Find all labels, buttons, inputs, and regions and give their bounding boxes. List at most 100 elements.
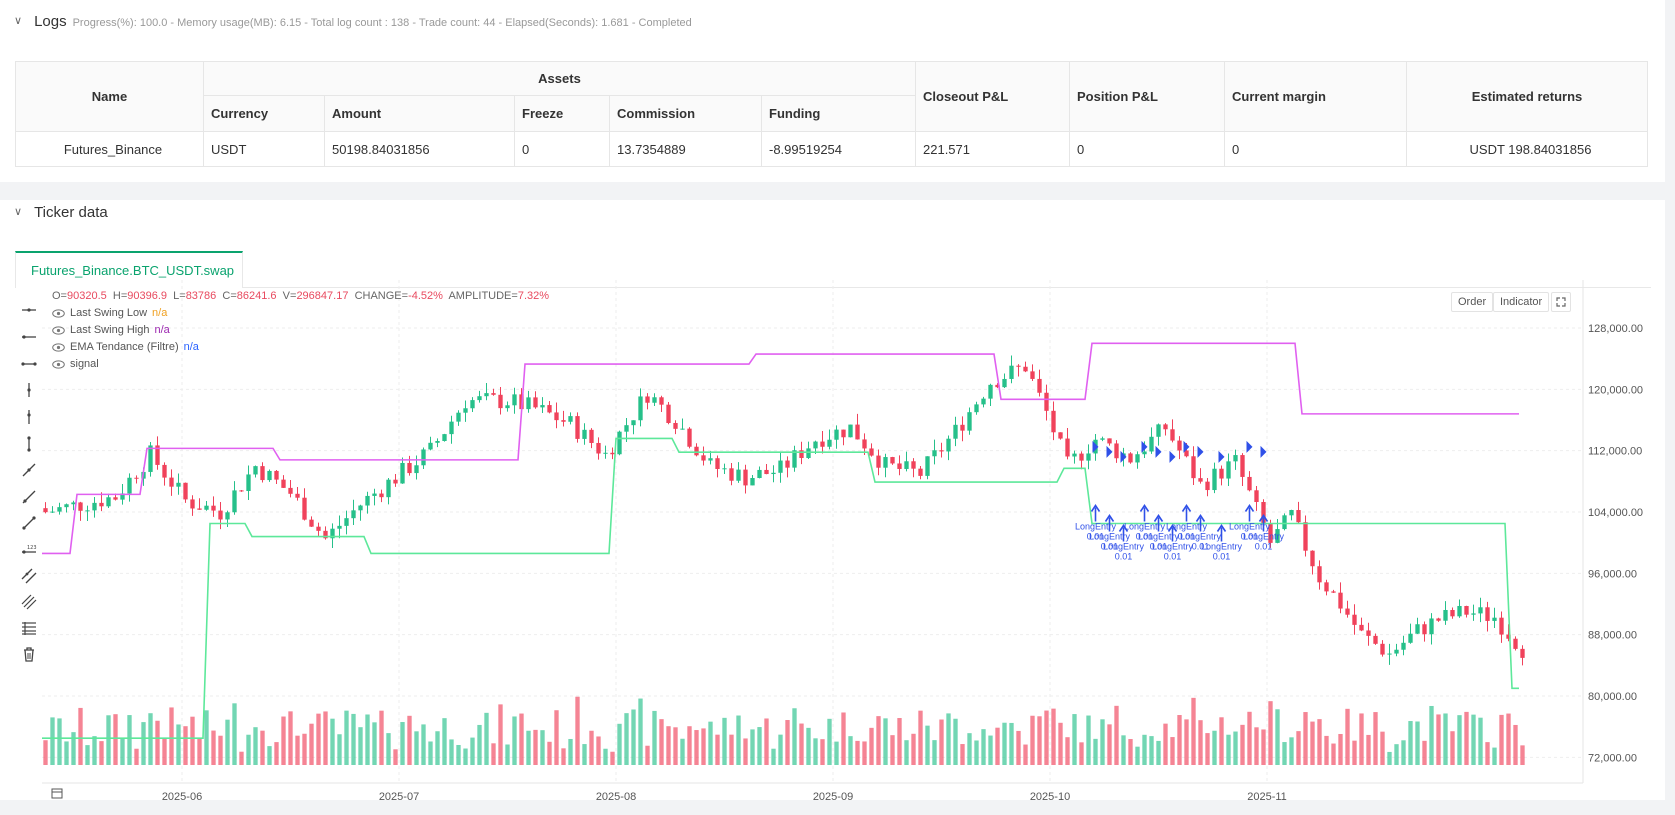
price-line-icon[interactable]: 123 xyxy=(16,539,42,559)
cell-returns: USDT 198.84031856 xyxy=(1406,131,1648,167)
candle-body xyxy=(876,455,881,468)
volume-bar xyxy=(71,732,76,765)
eye-icon[interactable] xyxy=(52,342,66,352)
volume-bar xyxy=(1247,711,1252,765)
volume-bar xyxy=(827,718,832,765)
horizontal-ray-icon[interactable] xyxy=(16,300,42,320)
signal-arrow-head xyxy=(1195,514,1206,522)
candle-body xyxy=(1156,424,1161,437)
parallel-channel-icon[interactable] xyxy=(16,566,42,586)
volume-bar xyxy=(1345,708,1350,765)
candle-body xyxy=(988,384,993,399)
candle-body xyxy=(610,452,615,455)
signal-label: LongEntry xyxy=(1124,522,1166,532)
eye-icon[interactable] xyxy=(52,325,66,335)
volume-bar xyxy=(1058,722,1063,765)
volume-bar xyxy=(288,711,293,765)
volume-bar xyxy=(729,734,734,765)
cell-freeze: 0 xyxy=(514,131,610,167)
signal-arrow-head xyxy=(1139,504,1150,512)
trend-line-icon[interactable] xyxy=(16,460,42,480)
candle-body xyxy=(414,465,419,474)
vertical-ray-icon[interactable] xyxy=(16,407,42,427)
candle-body xyxy=(162,464,167,478)
col-commission: Commission xyxy=(609,95,762,132)
open-label: O= xyxy=(52,290,67,302)
candle-body xyxy=(981,398,986,405)
volume-bar xyxy=(1296,731,1301,765)
legend-last-swing-low[interactable]: Last Swing Low n/a xyxy=(52,307,167,319)
eye-icon[interactable] xyxy=(52,308,66,318)
tab-btc-usdt-swap[interactable]: Futures_Binance.BTC_USDT.swap xyxy=(15,251,243,288)
cell-commission: 13.7354889 xyxy=(609,131,762,167)
col-freeze: Freeze xyxy=(514,95,610,132)
cell-position: 0 xyxy=(1069,131,1225,167)
candle-body xyxy=(1408,633,1413,643)
trend-ray-icon[interactable] xyxy=(16,487,42,507)
indicator-button[interactable]: Indicator xyxy=(1493,292,1550,312)
volume-bar xyxy=(1352,740,1357,765)
volume-bar xyxy=(302,733,307,765)
legend-label: signal xyxy=(70,358,99,370)
volume-bar xyxy=(708,721,713,765)
extended-line-icon[interactable] xyxy=(16,354,42,374)
candle-body xyxy=(848,424,853,438)
signal-label: LongEntry xyxy=(1201,542,1243,552)
candle-body xyxy=(911,461,916,469)
price-channel-icon[interactable] xyxy=(16,592,42,612)
vertical-segment-icon[interactable] xyxy=(16,434,42,454)
volume-bar xyxy=(1254,727,1259,765)
candle-body xyxy=(1030,371,1035,379)
legend-label: Last Swing High xyxy=(70,324,150,336)
volume-bar xyxy=(981,729,986,765)
high-label: H= xyxy=(112,290,128,302)
col-name: Name xyxy=(15,61,204,132)
candle-body xyxy=(176,482,181,487)
vertical-line-icon[interactable] xyxy=(16,380,42,400)
candle-body xyxy=(1009,365,1014,379)
legend-ema-tendance[interactable]: EMA Tendance (Filtre) n/a xyxy=(52,341,199,353)
candle-body xyxy=(85,510,90,512)
volume-bar xyxy=(540,730,545,765)
volume-bar xyxy=(582,744,587,765)
order-button[interactable]: Order xyxy=(1451,292,1494,312)
trash-icon[interactable] xyxy=(16,644,42,664)
candle-body xyxy=(344,518,349,526)
signal-qty: 0.01 xyxy=(1178,532,1196,542)
volume-bar xyxy=(1408,721,1413,765)
eye-icon[interactable] xyxy=(52,359,66,369)
candle-body xyxy=(365,495,370,506)
legend-last-swing-high[interactable]: Last Swing High n/a xyxy=(52,324,170,336)
volume-bar xyxy=(1009,722,1014,765)
volume-bar xyxy=(449,739,454,765)
ticker-header[interactable]: ∨ Ticker data xyxy=(14,204,108,221)
candle-body xyxy=(1380,643,1385,655)
volume-bar xyxy=(1149,736,1154,765)
open-value: 90320.5 xyxy=(66,290,107,302)
y-tick-label: 120,000.00 xyxy=(1588,384,1643,396)
volume-bar xyxy=(428,741,433,765)
fibonacci-icon[interactable] xyxy=(16,618,42,638)
candle-body xyxy=(442,434,447,442)
candle-body xyxy=(127,477,132,494)
candle-body xyxy=(1478,607,1483,614)
volume-bar xyxy=(372,722,377,765)
volume-bar xyxy=(113,714,118,765)
x-tick-label: 2025-11 xyxy=(1247,791,1287,800)
volume-bar xyxy=(638,698,643,765)
trend-segment-icon[interactable] xyxy=(16,513,42,533)
candle-body xyxy=(1212,468,1217,491)
candle-body xyxy=(1261,501,1266,525)
chevron-down-icon[interactable]: ∨ xyxy=(14,206,23,218)
candle-body xyxy=(106,497,111,507)
candle-body xyxy=(673,422,678,429)
horizontal-line-icon[interactable] xyxy=(16,327,42,347)
candle-body xyxy=(743,469,748,486)
logs-header[interactable]: ∨ Logs Progress(%): 100.0 - Memory usage… xyxy=(14,13,692,30)
chevron-down-icon[interactable]: ∨ xyxy=(14,15,23,27)
volume-bars xyxy=(43,696,1525,765)
fullscreen-icon[interactable] xyxy=(1551,292,1571,312)
signal-marker xyxy=(1092,440,1099,453)
legend-signal[interactable]: signal xyxy=(52,358,99,370)
price-chart[interactable]: 128,000.00 120,000.00 112,000.00 104,000.00… xyxy=(0,200,1665,800)
